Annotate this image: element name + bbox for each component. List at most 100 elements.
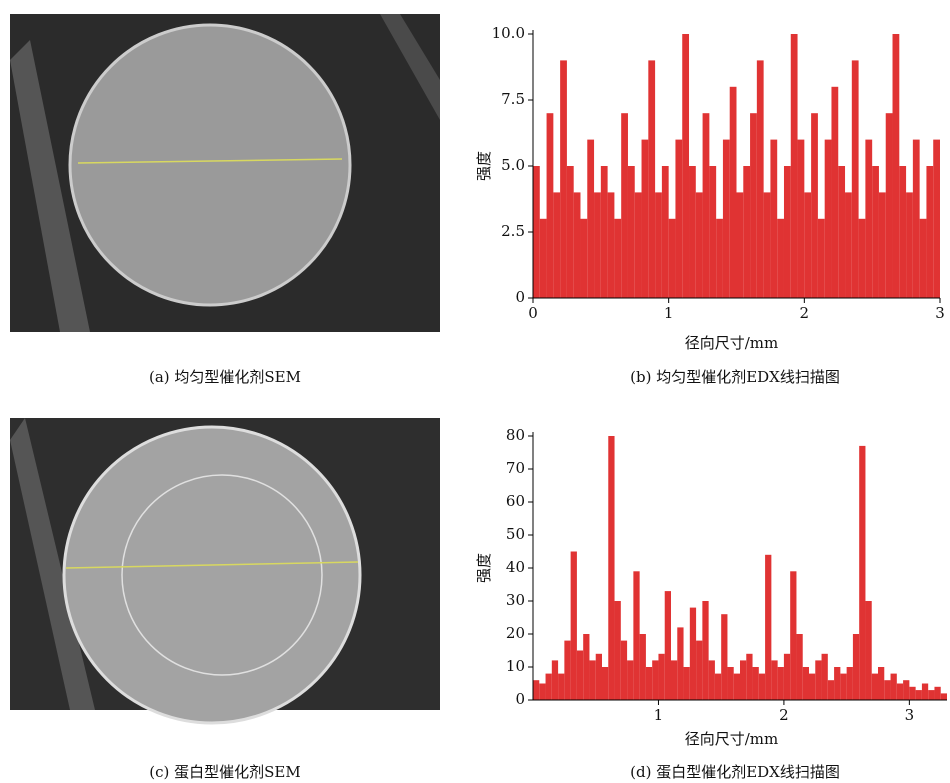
bar <box>645 667 653 700</box>
bar <box>620 640 628 700</box>
bar <box>539 683 546 700</box>
bar <box>852 634 860 700</box>
y-tick-label: 30 <box>506 591 525 609</box>
bar <box>648 60 656 299</box>
y-axis-label: 强度 <box>475 553 493 583</box>
bar <box>695 192 703 298</box>
bar <box>838 166 846 298</box>
bar <box>763 192 771 298</box>
y-tick-label: 0 <box>515 288 525 306</box>
bar <box>884 680 891 700</box>
bar <box>796 634 803 700</box>
bar <box>675 139 683 298</box>
bar <box>533 680 540 700</box>
bar <box>821 653 828 700</box>
bar <box>921 683 929 700</box>
bar <box>533 166 540 298</box>
bar <box>797 139 805 298</box>
y-tick-label: 20 <box>506 624 525 642</box>
bar <box>668 218 676 298</box>
bar <box>915 690 922 700</box>
bar <box>758 673 766 700</box>
y-tick-label: 5.0 <box>501 156 525 174</box>
y-tick-label: 60 <box>506 492 525 510</box>
bar <box>621 113 628 298</box>
bar <box>570 551 577 700</box>
bar <box>804 192 812 298</box>
bar <box>777 667 784 700</box>
bar <box>664 591 671 700</box>
bar <box>815 660 822 700</box>
y-tick-label: 50 <box>506 525 525 543</box>
bar <box>576 650 584 700</box>
bar <box>589 660 596 700</box>
bar <box>708 660 715 700</box>
bar <box>872 166 879 298</box>
bar <box>736 192 744 298</box>
bar <box>746 653 753 700</box>
bar <box>909 686 916 700</box>
x-axis-label: 径向尺寸/mm <box>685 334 779 352</box>
bar <box>783 166 791 298</box>
bar <box>802 667 809 700</box>
bar <box>892 34 900 298</box>
bar <box>702 113 710 298</box>
bar <box>899 166 907 298</box>
bar <box>709 166 717 298</box>
sem-image <box>10 418 440 725</box>
bar <box>580 218 588 298</box>
bar <box>750 113 757 298</box>
bar <box>614 601 621 700</box>
bar <box>878 192 886 298</box>
bar <box>553 192 561 298</box>
bar <box>896 683 904 700</box>
bar <box>817 218 825 298</box>
x-tick-label: 2 <box>800 304 810 322</box>
bar <box>696 640 703 700</box>
y-tick-label: 10.0 <box>492 24 525 42</box>
bar <box>890 673 897 700</box>
bar <box>714 673 722 700</box>
sem-image <box>10 14 440 332</box>
bar <box>558 673 565 700</box>
bar <box>771 660 778 700</box>
bar <box>919 218 927 298</box>
bar <box>846 667 853 700</box>
bar <box>840 673 847 700</box>
bar <box>858 218 866 298</box>
bar <box>827 680 835 700</box>
bar <box>652 660 659 700</box>
bar <box>722 139 730 298</box>
bar <box>740 660 747 700</box>
bar <box>627 660 634 700</box>
bar <box>721 614 728 700</box>
bar <box>811 113 818 298</box>
bar <box>845 192 852 298</box>
x-tick-label: 0 <box>528 304 538 322</box>
caption: (d) 蛋白型催化剂EDX线扫描图 <box>630 763 840 781</box>
bar <box>682 34 690 298</box>
bar <box>587 139 595 298</box>
bar <box>933 139 940 298</box>
bar <box>607 192 615 298</box>
y-tick-label: 10 <box>506 657 525 675</box>
x-tick-label: 3 <box>935 304 945 322</box>
bar <box>661 166 669 298</box>
bar <box>608 436 615 700</box>
bar <box>600 166 608 298</box>
bar <box>926 166 934 298</box>
caption: (c) 蛋白型催化剂SEM <box>149 763 300 781</box>
bar <box>756 60 764 299</box>
bar <box>634 192 642 298</box>
bar <box>790 34 798 298</box>
y-axis-label: 强度 <box>475 151 493 181</box>
bar <box>614 218 622 298</box>
bar <box>934 686 941 700</box>
bar <box>729 86 737 298</box>
bar <box>594 192 601 298</box>
x-tick-label: 1 <box>654 706 664 724</box>
y-tick-label: 80 <box>506 426 525 444</box>
bar <box>689 607 697 700</box>
bar <box>546 113 554 298</box>
bar <box>716 218 723 298</box>
